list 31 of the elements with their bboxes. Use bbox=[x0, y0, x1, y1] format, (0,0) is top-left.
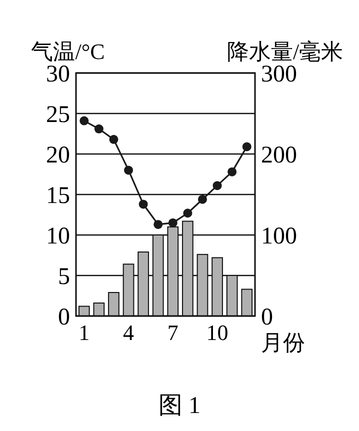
y-tick-label: 10 bbox=[46, 223, 70, 250]
y2-axis-title: 降水量/毫米 bbox=[226, 39, 344, 64]
point bbox=[109, 134, 118, 144]
x-tick-label: 7 bbox=[167, 320, 178, 345]
y-tick-label: 5 bbox=[58, 264, 70, 290]
point bbox=[183, 208, 192, 218]
point bbox=[80, 116, 89, 126]
x-tick-label: 4 bbox=[123, 320, 134, 345]
y2-tick-label: 100 bbox=[261, 223, 297, 250]
point bbox=[124, 166, 134, 175]
point bbox=[212, 181, 222, 190]
y-tick-label: 25 bbox=[46, 102, 70, 128]
x-tick-label: 1 bbox=[78, 320, 90, 345]
point bbox=[198, 194, 207, 204]
point bbox=[228, 167, 237, 176]
y-tick-label: 0 bbox=[58, 304, 70, 330]
point bbox=[94, 124, 104, 134]
point bbox=[154, 220, 163, 229]
point bbox=[242, 142, 252, 152]
y-tick-label: 30 bbox=[46, 61, 70, 88]
y-tick-label: 15 bbox=[46, 182, 70, 209]
x-tick-label: 10 bbox=[206, 320, 228, 345]
x-axis-title: 月份 bbox=[261, 330, 305, 355]
y2-tick-label: 300 bbox=[261, 61, 297, 88]
caption: 图 1 bbox=[158, 393, 200, 419]
y-axis-title: 气温/°C bbox=[31, 39, 105, 64]
y-tick-label: 20 bbox=[46, 142, 70, 168]
y2-tick-label: 0 bbox=[261, 304, 273, 330]
point bbox=[168, 218, 178, 228]
point bbox=[138, 200, 148, 209]
y2-tick-label: 200 bbox=[261, 142, 297, 168]
